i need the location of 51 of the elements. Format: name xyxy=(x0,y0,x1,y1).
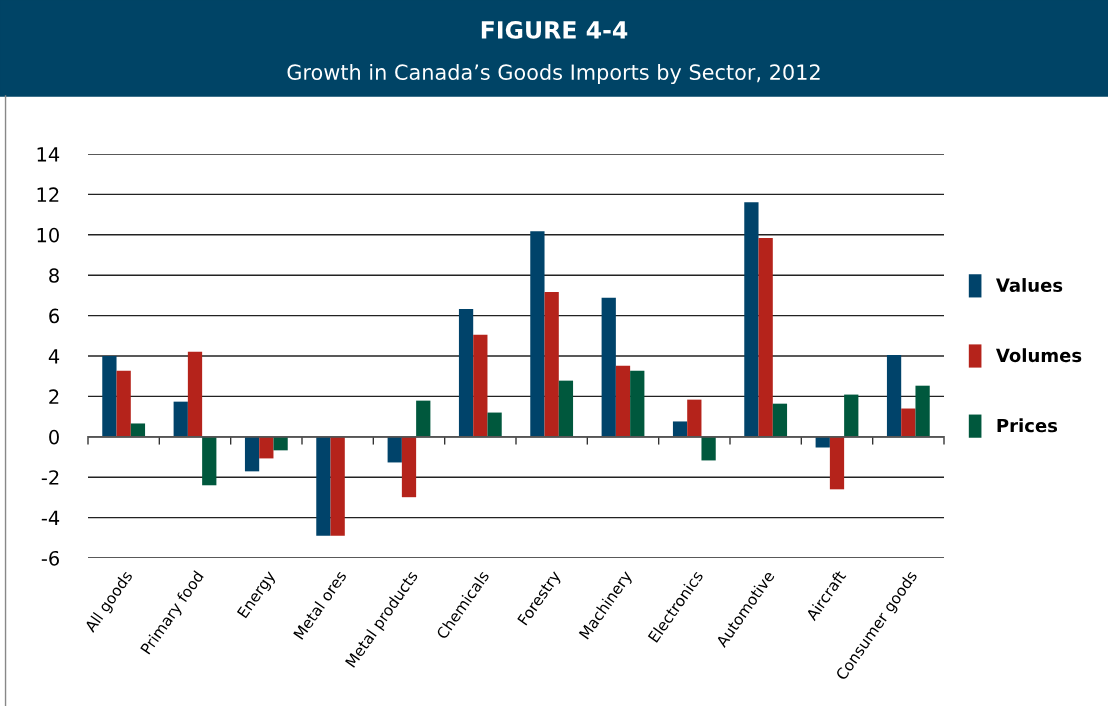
bar xyxy=(173,401,188,437)
bar xyxy=(758,238,773,437)
bar xyxy=(102,356,117,437)
y-tick-label: -6 xyxy=(41,550,59,566)
bar xyxy=(530,231,545,437)
bar xyxy=(401,436,417,498)
y-tick-label: 4 xyxy=(48,349,60,364)
bar xyxy=(116,370,131,437)
bar xyxy=(615,365,631,437)
y-tick-label: 8 xyxy=(49,268,59,283)
bar xyxy=(259,436,274,459)
bar xyxy=(487,412,502,437)
bar xyxy=(815,436,830,448)
chart-title: FIGURE 4-4 xyxy=(481,20,628,39)
bar xyxy=(458,308,474,437)
bar xyxy=(915,385,930,437)
bar xyxy=(244,436,260,472)
y-tick-label: -2 xyxy=(41,470,59,485)
legend-label: Prices xyxy=(997,418,1058,433)
bar xyxy=(558,380,574,437)
bar xyxy=(844,394,859,437)
bar xyxy=(316,436,331,536)
bar xyxy=(473,334,488,437)
bar xyxy=(701,436,716,461)
bar xyxy=(601,297,616,437)
bar xyxy=(886,354,902,437)
bar xyxy=(130,423,146,437)
bar xyxy=(772,403,788,437)
bar xyxy=(416,400,431,437)
y-tick-label: 0 xyxy=(49,429,59,445)
bar xyxy=(687,399,702,437)
y-tick-label: 6 xyxy=(49,308,59,324)
y-tick-label: 12 xyxy=(37,187,59,202)
bar xyxy=(630,370,645,437)
y-tick-label: 14 xyxy=(37,147,60,162)
y-tick-label: 10 xyxy=(37,227,59,243)
bar xyxy=(187,351,203,437)
bar xyxy=(330,436,345,536)
legend-label: Values xyxy=(995,278,1063,293)
bar xyxy=(273,436,288,451)
chart-subtitle: Growth in Canada’s Goods Imports by Sector, 2012 xyxy=(287,63,820,85)
bar xyxy=(744,202,759,437)
y-tick-label: -4 xyxy=(41,510,60,525)
bar xyxy=(202,436,217,486)
y-tick-label: 2 xyxy=(49,389,59,404)
bar xyxy=(829,436,845,490)
bar xyxy=(901,408,916,437)
bar xyxy=(387,436,402,463)
bar xyxy=(544,291,559,437)
legend-label: Volumes xyxy=(995,348,1082,363)
bar xyxy=(672,421,688,437)
